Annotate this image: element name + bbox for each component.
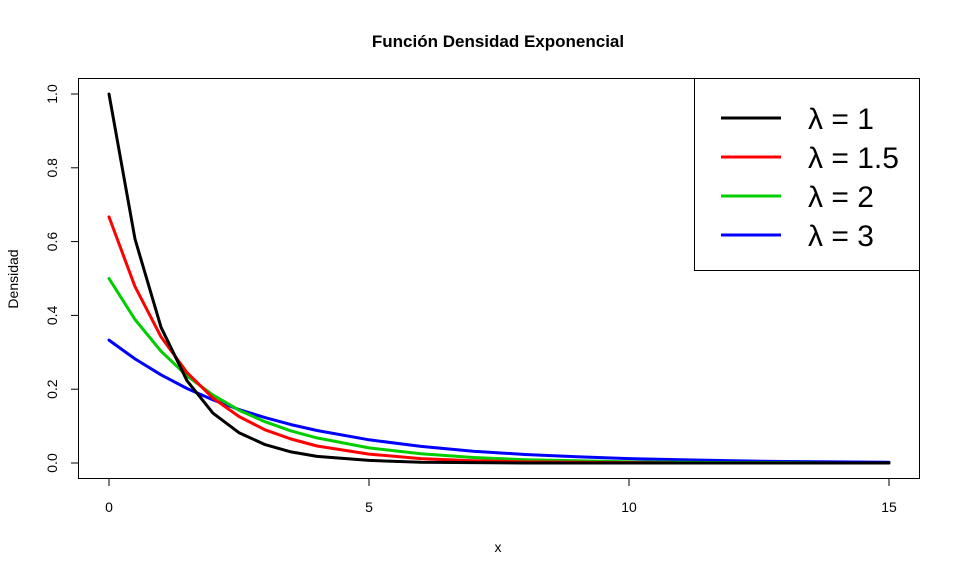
x-axis-label: x [495, 539, 502, 555]
x-tick-label: 5 [365, 499, 373, 515]
x-tick-label: 10 [621, 499, 637, 515]
legend-label: λ = 2 [808, 181, 874, 214]
x-axis: 0 5 10 15 [105, 478, 897, 515]
y-tick-label: 0.0 [44, 453, 60, 473]
y-tick-label: 0.8 [44, 158, 60, 178]
series-line-2 [107, 215, 787, 465]
legend-label: λ = 1 [808, 103, 874, 136]
legend-label: λ = 1.5 [808, 142, 899, 175]
plot-area-frame [78, 78, 920, 479]
chart-title: Función Densidad Exponencial [372, 32, 624, 51]
y-tick-label: 0.4 [44, 305, 60, 325]
series-line-1 [107, 92, 891, 465]
legend-label: λ = 3 [808, 220, 874, 253]
series-line-3 [107, 277, 891, 465]
y-tick-label: 0.2 [44, 379, 60, 399]
x-tick-label: 0 [105, 499, 113, 515]
legend-frame [694, 78, 920, 271]
y-tick-label: 1.0 [44, 84, 60, 104]
legend: λ = 1 λ = 1.5 λ = 2 λ = 3 [694, 78, 920, 271]
y-tick-label: 0.6 [44, 232, 60, 252]
x-tick-label: 15 [881, 499, 897, 515]
series-line-4 [107, 338, 891, 464]
series-lines [107, 92, 891, 465]
y-axis: 0.0 0.2 0.4 0.6 0.8 1.0 [44, 84, 79, 473]
y-axis-label: Densidad [5, 249, 21, 308]
